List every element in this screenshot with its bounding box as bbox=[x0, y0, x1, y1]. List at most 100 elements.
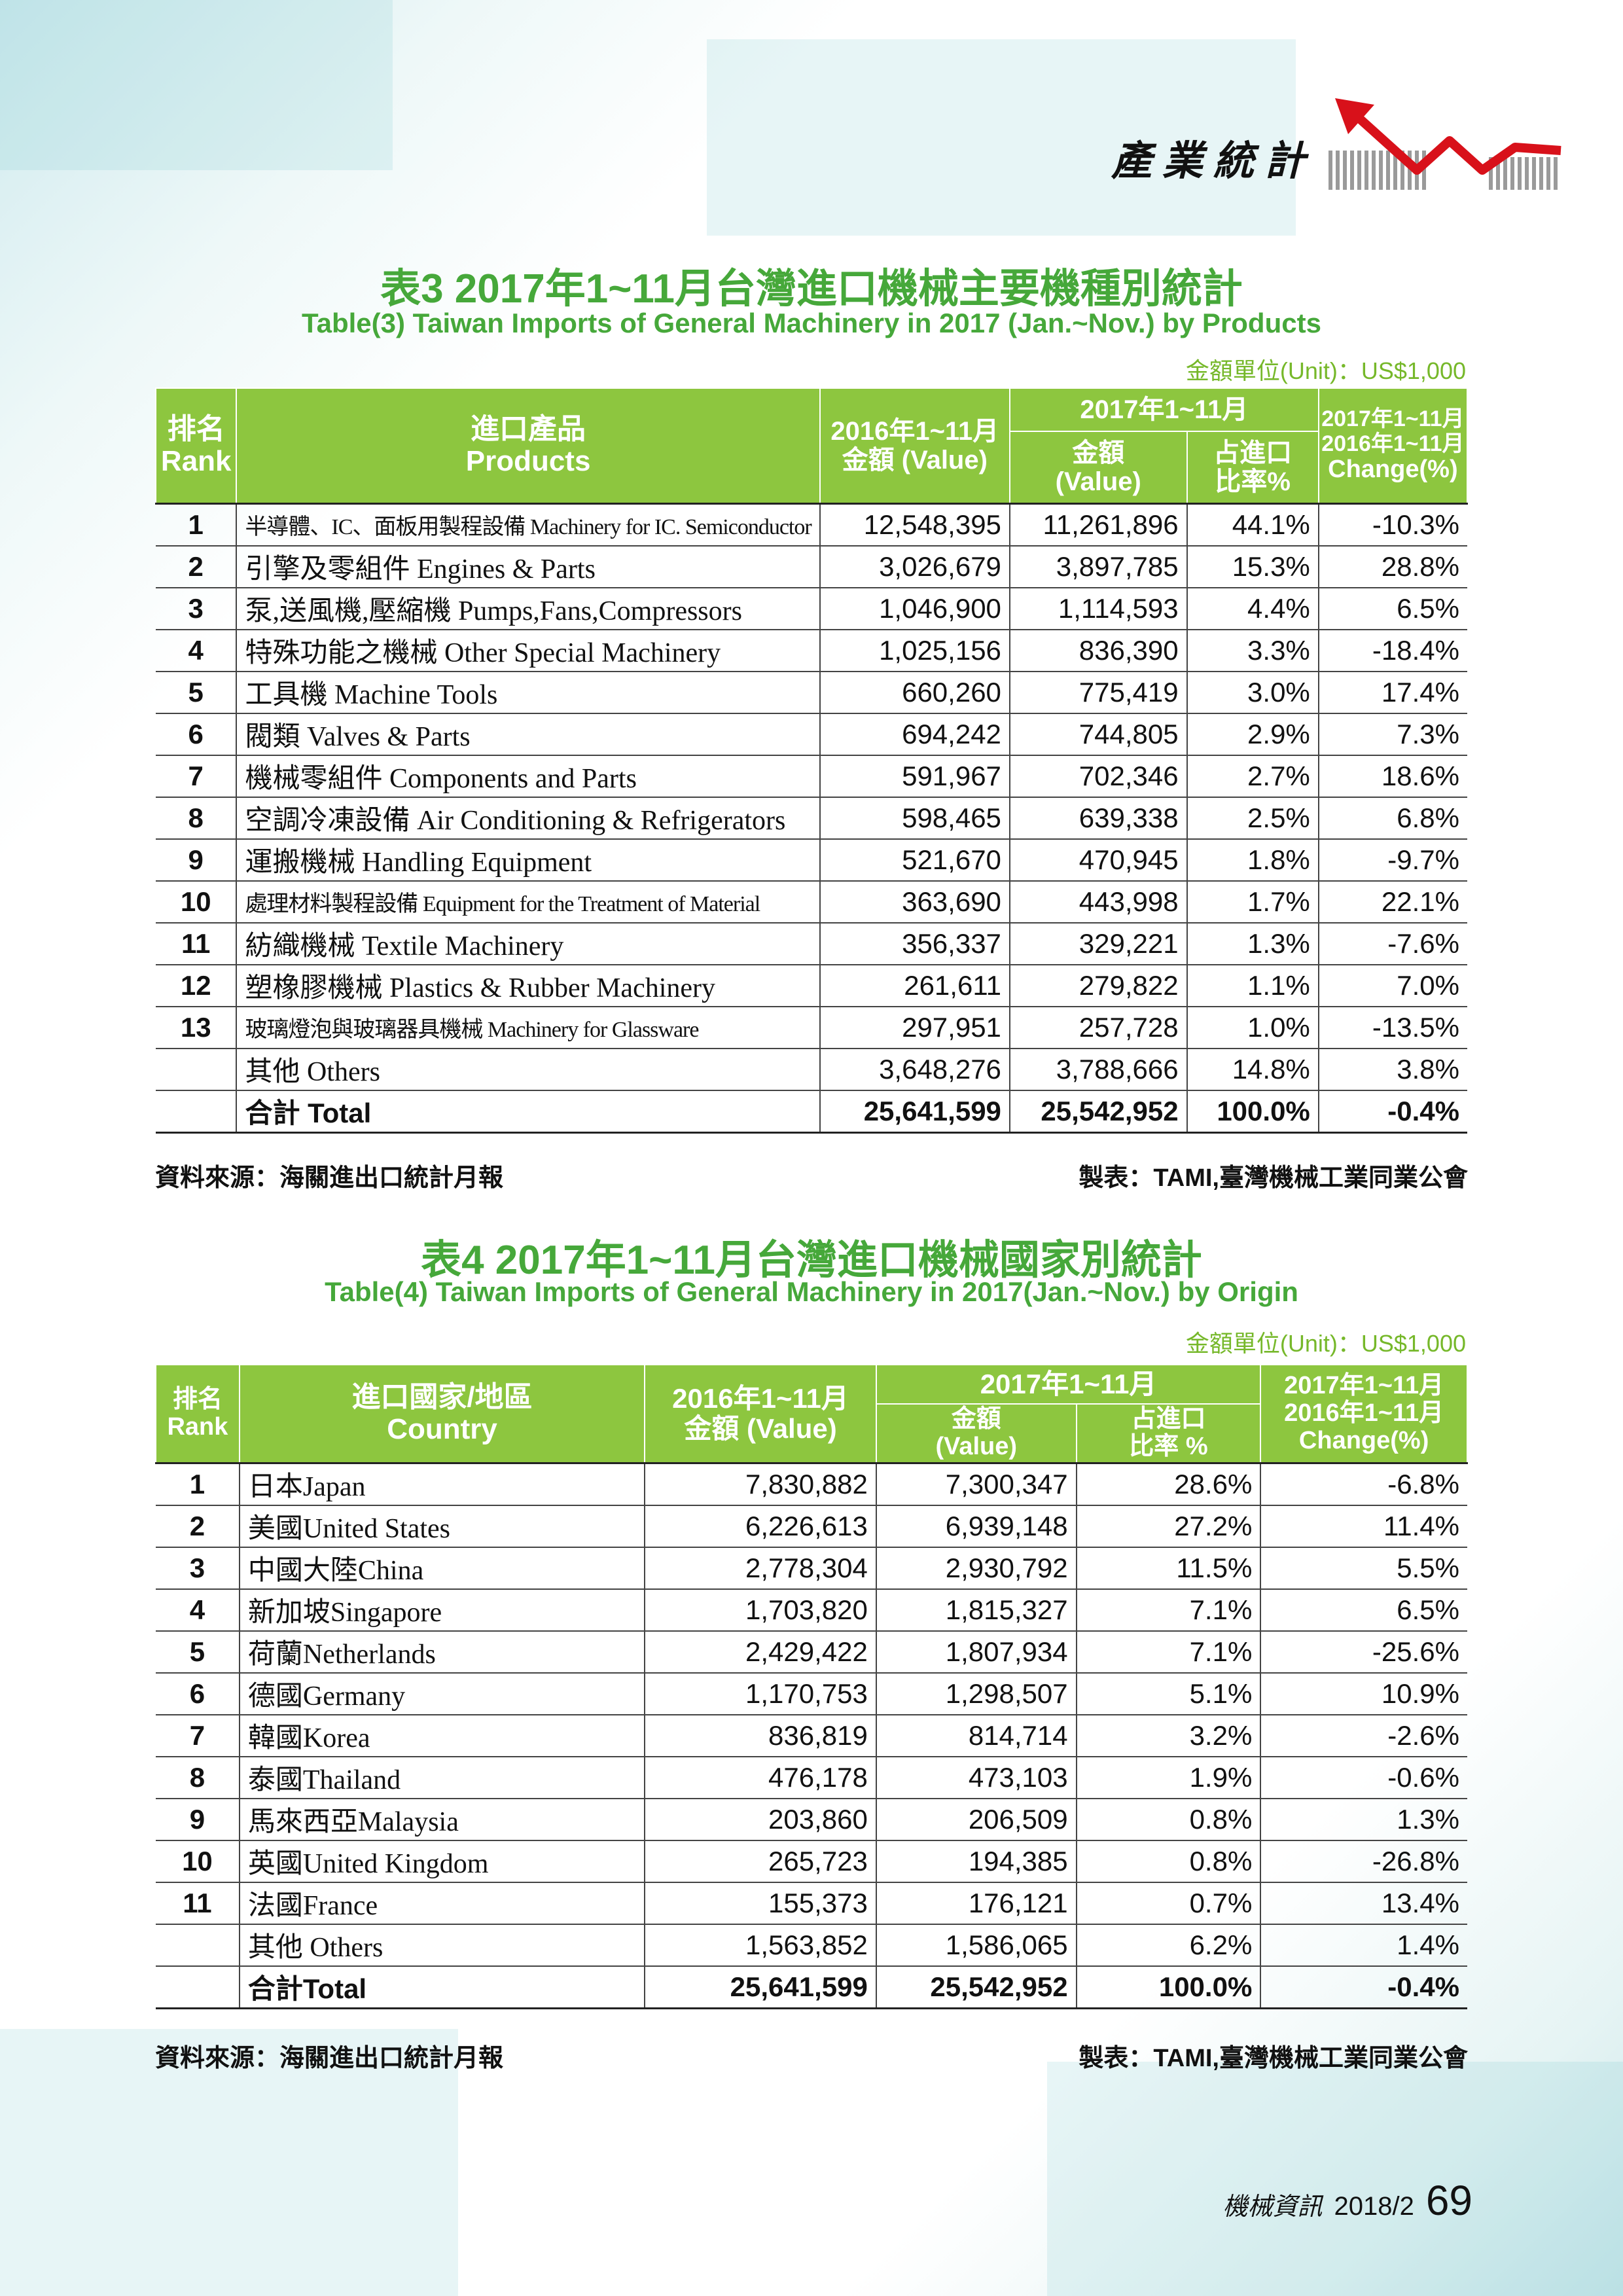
rank-cell: 11 bbox=[156, 922, 238, 965]
change-cell: -25.6% bbox=[1260, 1630, 1467, 1674]
rank-cell: 10 bbox=[156, 1840, 240, 1883]
share-cell: 6.2% bbox=[1076, 1924, 1262, 1967]
share-cell: 2.7% bbox=[1186, 755, 1319, 798]
value-2016-cell: 591,967 bbox=[819, 755, 1010, 798]
rank-cell: 11 bbox=[156, 1882, 240, 1925]
change-cell: -6.8% bbox=[1260, 1462, 1467, 1506]
table-row: 5 工具機 Machine Tools 660,260 775,419 3.0% 17.4… bbox=[156, 671, 1467, 714]
table-row: 6 德國Germany 1,170,753 1,298,507 5.1% 10.9% bbox=[156, 1672, 1467, 1715]
table-row: 1 半導體、IC、面板用製程設備 Machinery for IC. Semico… bbox=[156, 502, 1467, 547]
share-cell: 1.1% bbox=[1186, 964, 1319, 1007]
table-row: 9 馬來西亞Malaysia 203,860 206,509 0.8% 1.3% bbox=[156, 1798, 1467, 1841]
header-share: 占進口 比率 % bbox=[1075, 1403, 1262, 1463]
value-2017-cell: 11,261,896 bbox=[1009, 502, 1188, 547]
rank-cell: 3 bbox=[156, 1547, 240, 1590]
rank-cell: 7 bbox=[156, 755, 238, 798]
share-cell: 44.1% bbox=[1186, 502, 1319, 547]
table-row: 1 日本Japan 7,830,882 7,300,347 28.6% -6.8% bbox=[156, 1462, 1467, 1506]
change-cell: 18.6% bbox=[1318, 755, 1467, 798]
table-row: 2 美國United States 6,226,613 6,939,148 27.2% 1… bbox=[156, 1505, 1467, 1548]
share-cell: 3.2% bbox=[1076, 1714, 1262, 1757]
rank-cell bbox=[156, 1924, 240, 1967]
header-rank-cn: 排名 bbox=[167, 413, 225, 446]
share-cell: 27.2% bbox=[1076, 1505, 1262, 1548]
table-row: 8 泰國Thailand 476,178 473,103 1.9% -0.6% bbox=[156, 1756, 1467, 1799]
trend-arrow-icon bbox=[1329, 98, 1561, 190]
header-2017-value: 金額 (Value) bbox=[1008, 431, 1188, 504]
rank-cell: 1 bbox=[156, 502, 238, 547]
value-2016-cell: 3,648,276 bbox=[819, 1048, 1010, 1091]
name-cell: 引擎及零組件 Engines & Parts bbox=[236, 545, 821, 588]
value-2016-cell: 203,860 bbox=[645, 1798, 877, 1841]
header-change-1: 2017年1~11月 bbox=[1321, 406, 1465, 432]
header-change-3: Change(%) bbox=[1328, 456, 1458, 484]
name-cell: 荷蘭Netherlands bbox=[239, 1630, 646, 1674]
table3-title-cn: 表3 2017年1~11月台灣進口機械主要機種別統計 bbox=[380, 266, 1243, 312]
value-2017-cell: 473,103 bbox=[876, 1756, 1077, 1799]
name-cell: 日本Japan bbox=[239, 1462, 646, 1506]
rank-cell: 7 bbox=[156, 1714, 240, 1757]
table3-maker: 製表：TAMI,臺灣機械工業同業公會 bbox=[1079, 1164, 1468, 1192]
value-2017-cell: 1,114,593 bbox=[1009, 587, 1188, 630]
table-row: 9 運搬機械 Handling Equipment 521,670 470,945 1.… bbox=[156, 838, 1467, 882]
change-cell: 7.0% bbox=[1318, 964, 1467, 1007]
rank-cell: 2 bbox=[156, 545, 238, 588]
value-2016-cell: 1,563,852 bbox=[645, 1924, 877, 1967]
value-2017-cell: 3,788,666 bbox=[1009, 1048, 1188, 1091]
header-share-en: 比率% bbox=[1215, 467, 1291, 496]
header-rank: 排名 Rank bbox=[155, 1364, 240, 1463]
rank-cell: 9 bbox=[156, 1798, 240, 1841]
table-row: 11 法國France 155,373 176,121 0.7% 13.4% bbox=[156, 1882, 1467, 1925]
share-cell: 1.3% bbox=[1186, 922, 1319, 965]
share-cell: 1.9% bbox=[1076, 1756, 1262, 1799]
name-cell: 韓國Korea bbox=[239, 1714, 646, 1757]
table-row: 8 空調冷凍設備 Air Conditioning & Refrigerators… bbox=[156, 797, 1467, 840]
share-cell: 4.4% bbox=[1186, 587, 1319, 630]
share-cell: 3.0% bbox=[1186, 671, 1319, 714]
header-value-en: (Value) bbox=[1055, 467, 1141, 496]
value-2016-cell: 598,465 bbox=[819, 797, 1010, 840]
name-cell: 其他 Others bbox=[236, 1048, 821, 1091]
value-2017-cell: 1,586,065 bbox=[876, 1924, 1077, 1967]
name-cell: 紡織機械 Textile Machinery bbox=[236, 922, 821, 965]
value-2017-cell: 1,807,934 bbox=[876, 1630, 1077, 1674]
share-cell: 28.6% bbox=[1076, 1462, 1262, 1506]
header-2016-value: 2016年1~11月 金額 (Value) bbox=[644, 1364, 877, 1463]
value-2016-cell: 2,429,422 bbox=[645, 1630, 877, 1674]
table4: 排名 Rank 進口國家/地區 Country 2016年1~11月 金額 (V… bbox=[155, 1364, 1468, 2009]
table-row: 4 新加坡Singapore 1,703,820 1,815,327 7.1% 6.5% bbox=[156, 1588, 1467, 1632]
value-2016-cell: 3,026,679 bbox=[819, 545, 1010, 588]
share-cell: 7.1% bbox=[1076, 1630, 1262, 1674]
value-2017-cell: 639,338 bbox=[1009, 797, 1188, 840]
share-cell: 3.3% bbox=[1186, 629, 1319, 672]
change-cell: 1.4% bbox=[1260, 1924, 1467, 1967]
value-2017-cell: 6,939,148 bbox=[876, 1505, 1077, 1548]
background-decoration bbox=[0, 0, 393, 170]
header-share: 占進口 比率% bbox=[1186, 431, 1319, 504]
change-cell: -0.4% bbox=[1260, 1965, 1467, 2009]
share-cell: 15.3% bbox=[1186, 545, 1319, 588]
header-change-2: 2016年1~11月 bbox=[1321, 431, 1465, 456]
value-2016-cell: 356,337 bbox=[819, 922, 1010, 965]
header-2016-cn: 2016年1~11月 bbox=[672, 1382, 849, 1414]
name-cell: 機械零組件 Components and Parts bbox=[236, 755, 821, 798]
value-2017-cell: 814,714 bbox=[876, 1714, 1077, 1757]
header-2016-value: 2016年1~11月 金額 (Value) bbox=[819, 387, 1010, 504]
value-2016-cell: 155,373 bbox=[645, 1882, 877, 1925]
page-number: 69 bbox=[1425, 2177, 1472, 2224]
value-2017-cell: 206,509 bbox=[876, 1798, 1077, 1841]
share-cell: 2.5% bbox=[1186, 797, 1319, 840]
name-cell: 馬來西亞Malaysia bbox=[239, 1798, 646, 1841]
value-2017-cell: 3,897,785 bbox=[1009, 545, 1188, 588]
header-share-cn: 占進口 bbox=[1213, 438, 1293, 467]
value-2017-cell: 329,221 bbox=[1009, 922, 1188, 965]
value-2016-cell: 261,611 bbox=[819, 964, 1010, 1007]
change-cell: -13.5% bbox=[1318, 1006, 1467, 1049]
share-cell: 5.1% bbox=[1076, 1672, 1262, 1715]
change-cell: 17.4% bbox=[1318, 671, 1467, 714]
table-row: 其他 Others 3,648,276 3,788,666 14.8% 3.8% bbox=[156, 1048, 1467, 1091]
table-row: 合計 Total 25,641,599 25,542,952 100.0% -0.4% bbox=[156, 1090, 1467, 1134]
value-2017-cell: 25,542,952 bbox=[876, 1965, 1077, 2009]
header-country: 進口國家/地區 Country bbox=[238, 1364, 646, 1463]
name-cell: 玻璃燈泡與玻璃器具機械 Machinery for Glassware bbox=[236, 1006, 821, 1049]
